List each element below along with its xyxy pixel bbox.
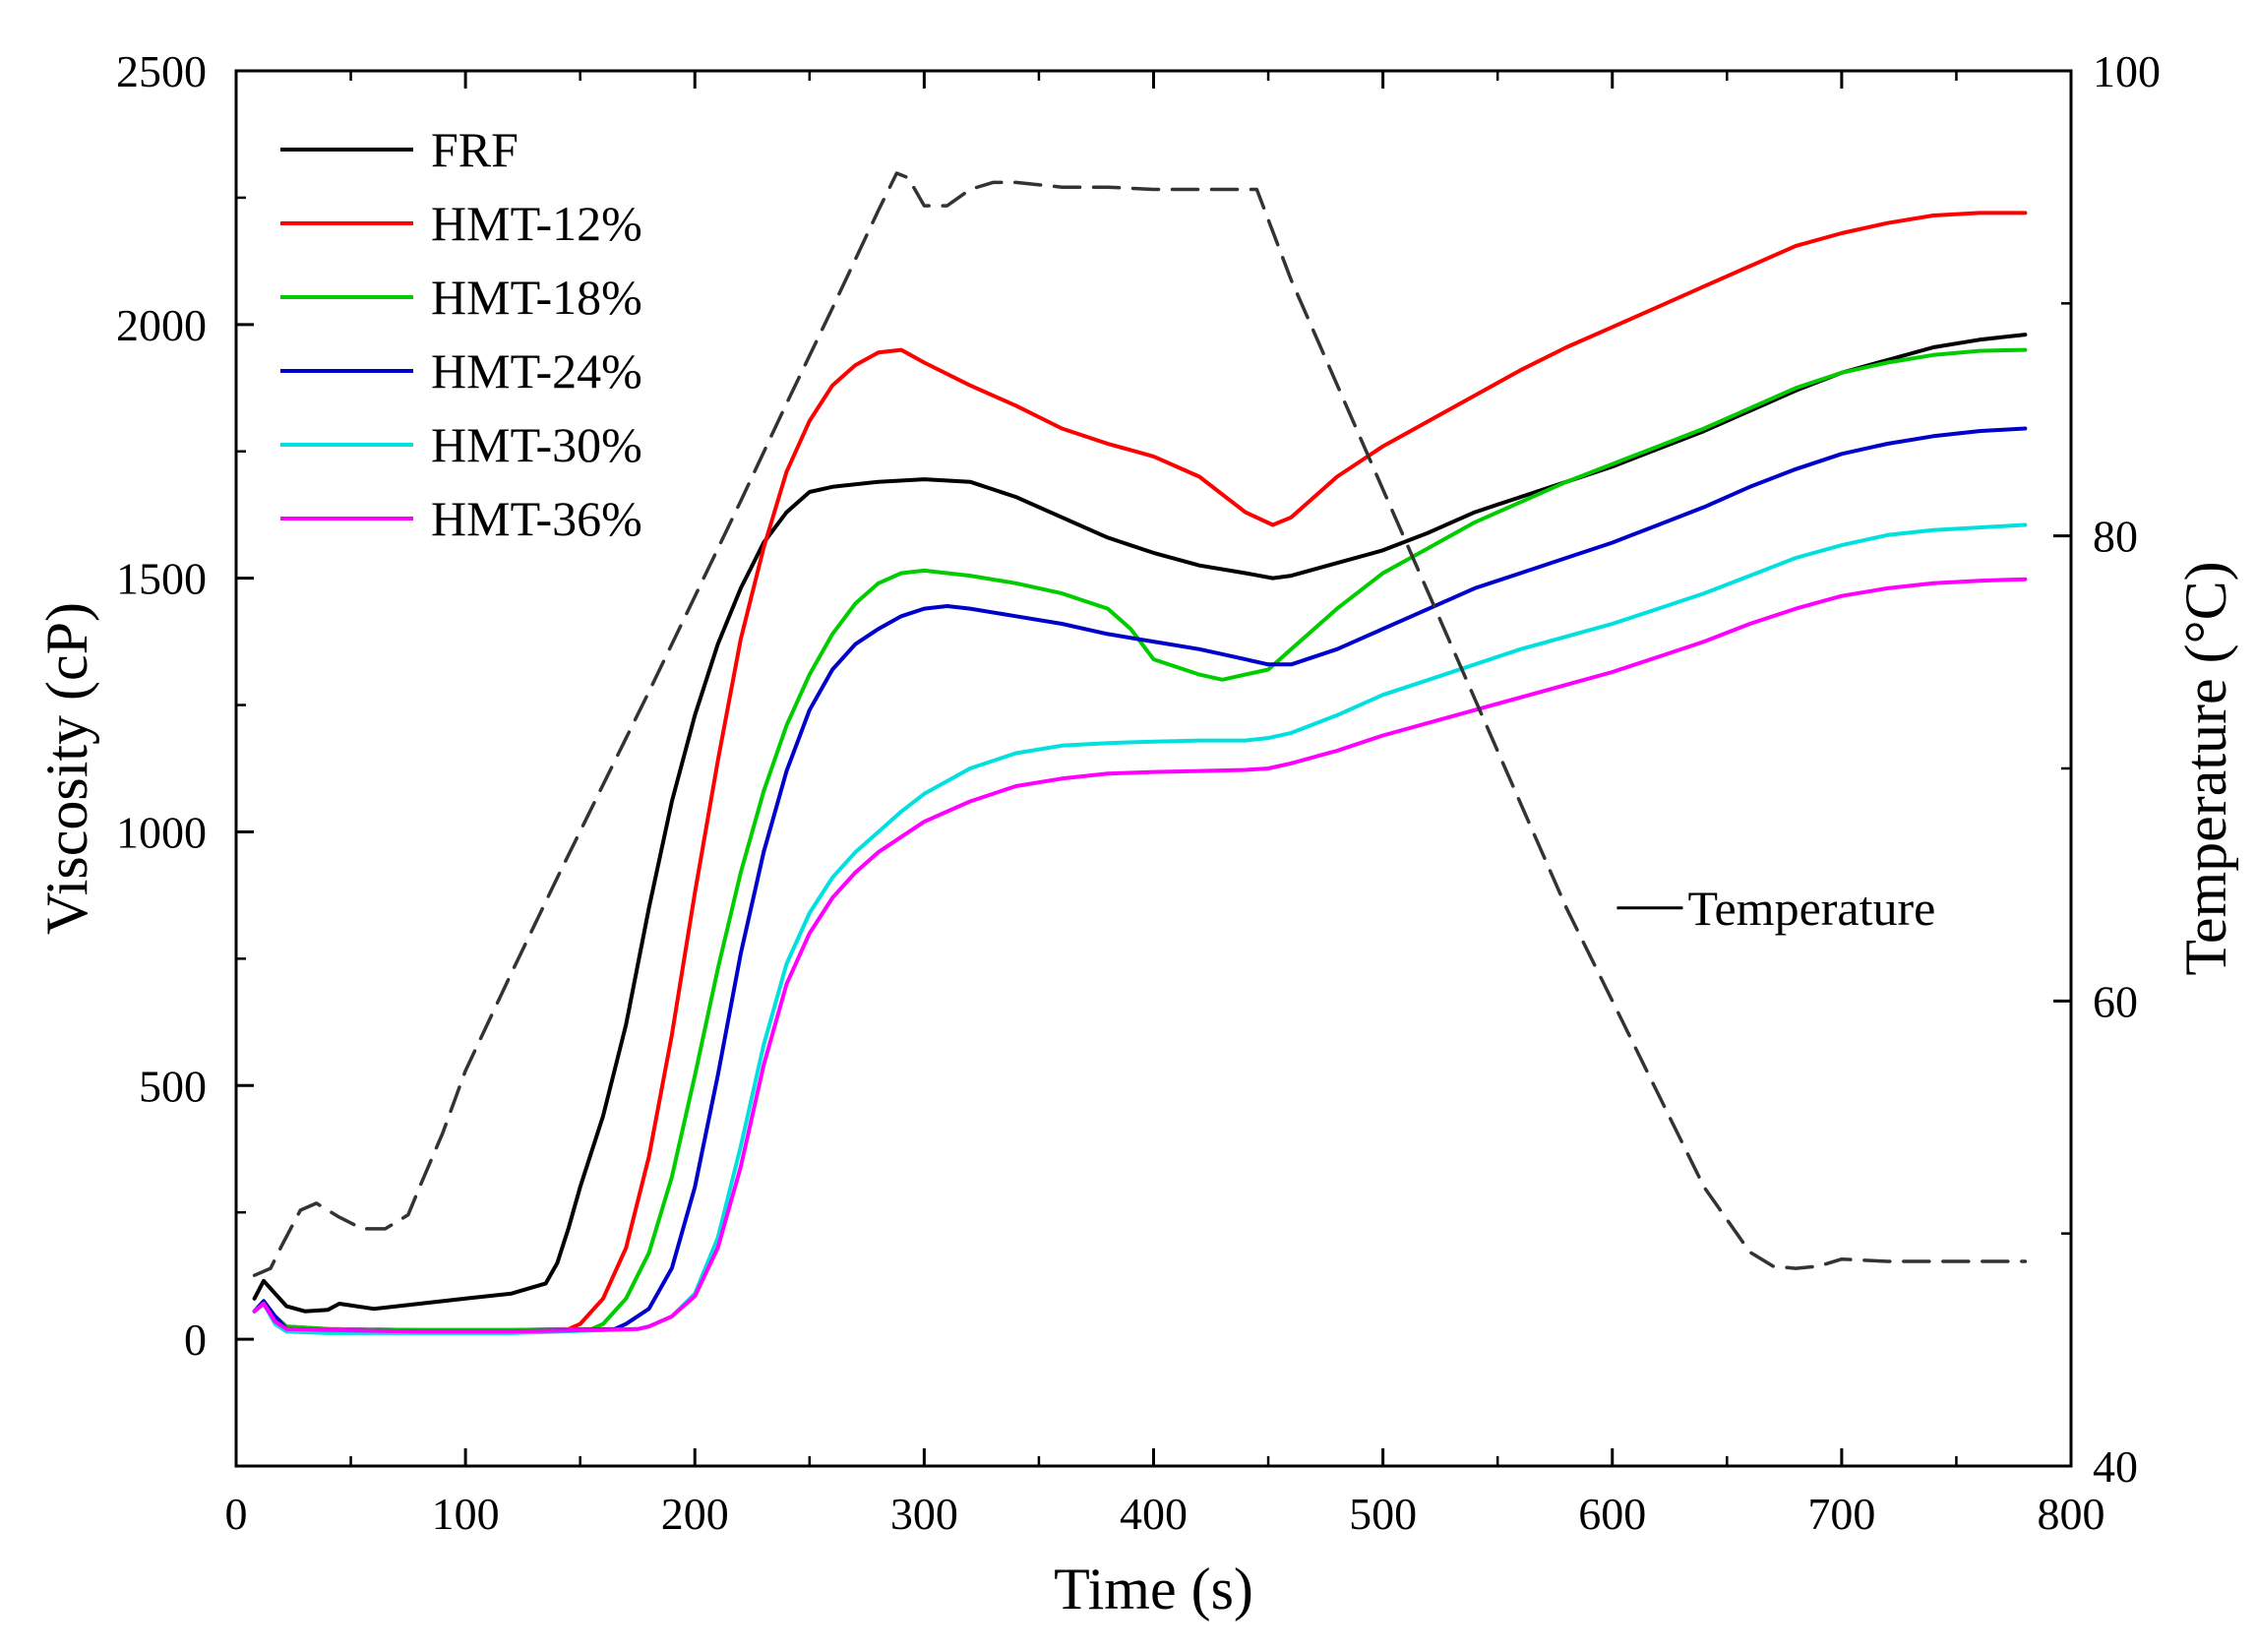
y-tick-label: 500 [139,1061,207,1111]
x-tick-label: 100 [432,1489,500,1539]
series-line-hmt-24 [252,426,2028,1334]
y-tick-label: 0 [184,1315,207,1365]
x-tick-label: 800 [2038,1489,2105,1539]
x-tick-label: 500 [1349,1489,1417,1539]
x-tick-label: 200 [661,1489,729,1539]
x-tick-label: 400 [1120,1489,1188,1539]
x-axis-title: Time (s) [1054,1557,1253,1621]
y2-axis-title: Temperature (°C) [2173,561,2238,975]
y-tick-label: 2500 [116,46,207,96]
series-line-hmt-18 [252,347,2028,1332]
y-tick-label: 1000 [116,807,207,857]
legend-label: FRF [431,122,518,177]
legend-label: HMT-12% [431,196,642,251]
y2-tick-label: 60 [2093,976,2138,1026]
x-tick-label: 300 [890,1489,958,1539]
y2-tick-label: 100 [2093,46,2161,96]
legend-label: HMT-36% [431,491,642,546]
series-line-hmt-36 [252,577,2028,1334]
series-line-hmt-12 [252,211,2028,1332]
legend-label: HMT-30% [431,417,642,472]
legend-label: HMT-18% [431,270,642,325]
y-tick-label: 2000 [116,300,207,350]
x-tick-label: 600 [1578,1489,1646,1539]
legend-label: HMT-24% [431,343,642,398]
series-line-frf [252,333,2028,1314]
y-axis-title: Viscosity (cP) [34,602,99,935]
y2-tick-label: 40 [2093,1441,2138,1492]
y2-tick-label: 80 [2093,512,2138,562]
x-tick-label: 700 [1807,1489,1875,1539]
y-tick-label: 1500 [116,554,207,604]
annotation-label: Temperature [1687,881,1935,936]
series-line-temperature [252,171,2028,1277]
x-tick-label: 0 [225,1489,248,1539]
